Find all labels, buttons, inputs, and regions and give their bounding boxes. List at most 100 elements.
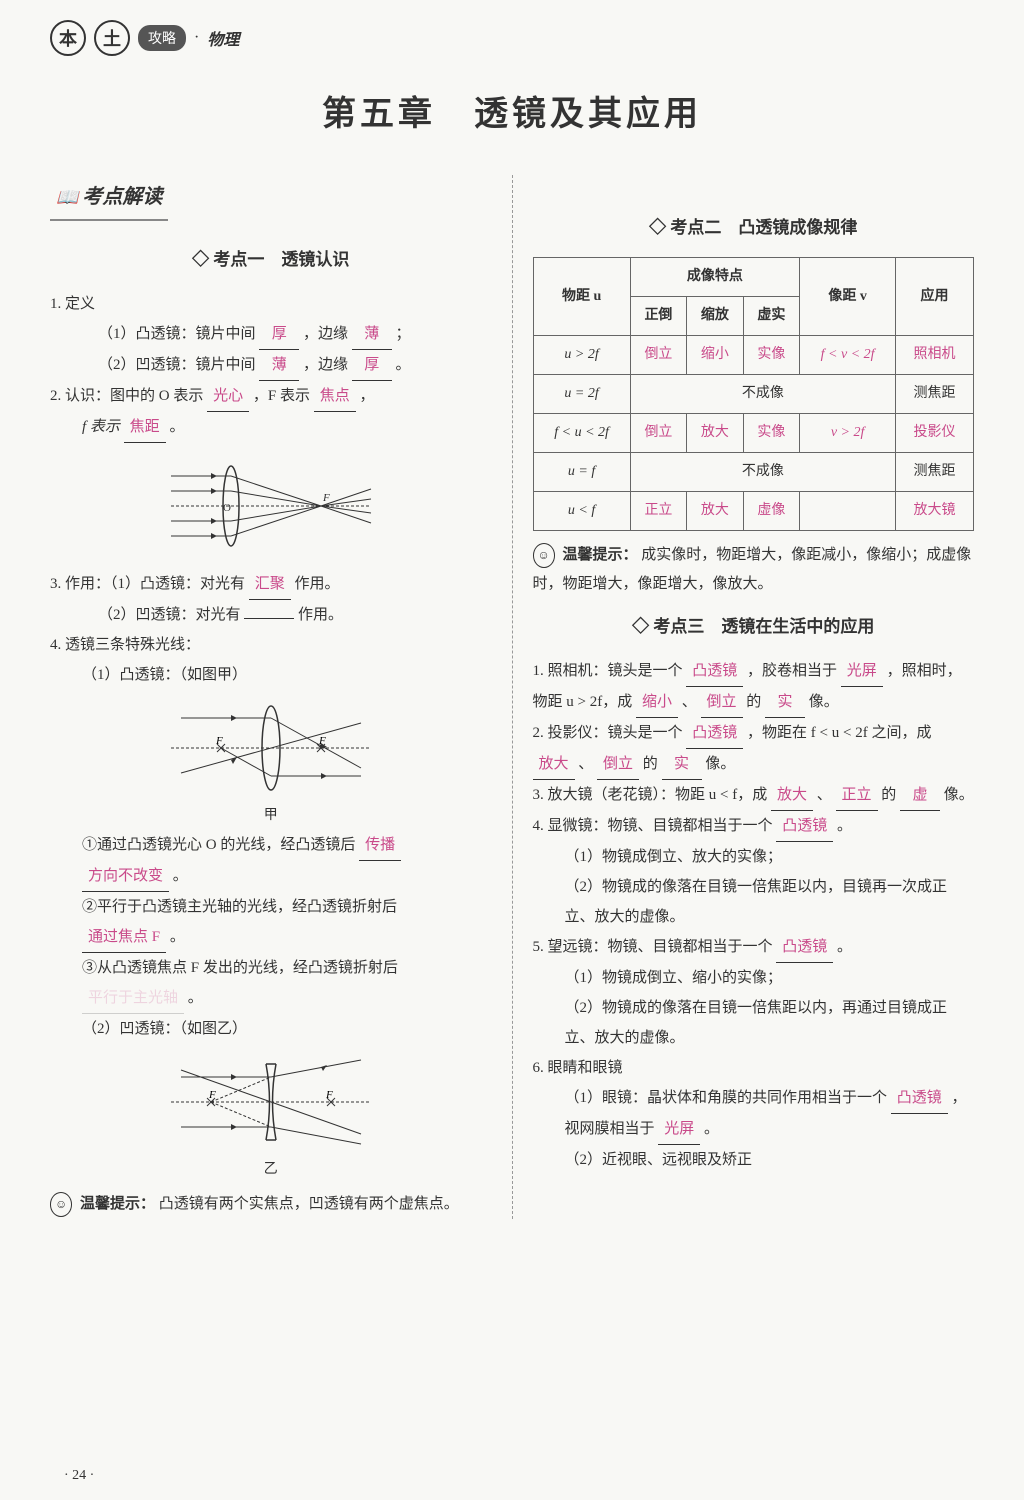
th: 正倒 (630, 297, 686, 336)
logo-char-2: 土 (94, 20, 130, 56)
answer-blank: 光屏 (841, 656, 883, 687)
td (800, 492, 896, 531)
td: 正立 (630, 492, 686, 531)
table-row: u > 2f 倒立 缩小 实像 f < v < 2f 照相机 (533, 336, 974, 375)
table-row: u = 2f 不成像 测焦距 (533, 375, 974, 414)
text: 作用。 (295, 576, 340, 592)
th: 缩放 (687, 297, 743, 336)
answer-blank: 放大 (771, 780, 813, 811)
p3-4: 4. 显微镜：物镜、目镜都相当于一个 凸透镜 。 (533, 811, 975, 842)
td: 实像 (743, 414, 799, 453)
item-4: 4. 透镜三条特殊光线： (50, 630, 492, 660)
text: 3. 放大镜（老花镜）：物距 u < f，成 (533, 787, 768, 803)
td: 缩小 (687, 336, 743, 375)
answer-blank: 通过焦点 F (82, 922, 166, 953)
text: 的 (746, 694, 761, 710)
answer-blank: 光屏 (658, 1114, 700, 1145)
logo-badge: 攻略 (138, 25, 186, 51)
answer-blank: 实 (765, 687, 805, 718)
text: ，边缘 (303, 326, 348, 342)
point2-title: ◇ 考点二 凸透镜成像规律 (533, 211, 975, 245)
answer-blank: 缩小 (636, 687, 678, 718)
item-1: 1. 定义 (50, 289, 492, 319)
td: 倒立 (630, 414, 686, 453)
text: （1）凸透镜：镜片中间 (98, 326, 256, 342)
text: ，边缘 (303, 357, 348, 373)
text: ，胶卷相当于 (747, 663, 837, 679)
answer-blank-empty (244, 618, 294, 619)
answer-blank: 薄 (352, 319, 392, 350)
answer-blank: 倒立 (701, 687, 743, 718)
text: 作用。 (298, 607, 343, 623)
tip-label: 温馨提示： (563, 547, 638, 563)
two-column-layout: 考点解读 ◇ 考点一 透镜认识 1. 定义 （1）凸透镜：镜片中间 厚 ，边缘 … (50, 175, 974, 1219)
dot-separator: · (194, 29, 199, 47)
text: ； (396, 326, 411, 342)
td: 放大 (687, 414, 743, 453)
text: ，F 表示 (253, 388, 310, 404)
text: 的 (643, 756, 658, 772)
tip-1: ☺ 温馨提示： 凸透镜有两个实焦点，凹透镜有两个虚焦点。 (50, 1190, 492, 1219)
caption-yi: 乙 (50, 1156, 492, 1184)
text: 3. 作用：（1）凸透镜：对光有 (50, 576, 245, 592)
left-column: 考点解读 ◇ 考点一 透镜认识 1. 定义 （1）凸透镜：镜片中间 厚 ，边缘 … (50, 175, 492, 1219)
text: ②平行于凸透镜主光轴的光线，经凸透镜折射后 (82, 899, 397, 915)
diagram-concave-rays: F F (50, 1052, 492, 1152)
text: ， (359, 388, 374, 404)
imaging-rule-table: 物距 u 成像特点 像距 v 应用 正倒 缩放 虚实 u > 2f 倒立 缩小 … (533, 257, 975, 531)
text: 2. 投影仪：镜头是一个 (533, 725, 683, 741)
table-row: f < u < 2f 倒立 放大 实像 v > 2f 投影仪 (533, 414, 974, 453)
text: （2）凹透镜：镜片中间 (98, 357, 256, 373)
answer-blank: 凸透镜 (686, 656, 743, 687)
table-row: u < f 正立 放大 虚像 放大镜 (533, 492, 974, 531)
tip-icon: ☺ (50, 1192, 72, 1217)
answer-blank: 实 (662, 749, 702, 780)
text: f 表示 (82, 419, 120, 435)
caption-jia: 甲 (50, 802, 492, 830)
td: 不成像 (630, 453, 895, 492)
p3-6-s1: （1）眼镜：晶状体和角膜的共同作用相当于一个 凸透镜 ，视网膜相当于 光屏 。 (533, 1083, 975, 1145)
th-v: 像距 v (800, 258, 896, 336)
rule-3: ③从凸透镜焦点 F 发出的光线，经凸透镜折射后 (50, 953, 492, 983)
text: 、 (682, 694, 697, 710)
answer-blank: 虚 (900, 780, 940, 811)
answer-blank: 方向不改变 (82, 861, 169, 892)
p3-5-s2: （2）物镜成的像落在目镜一倍焦距以内，再通过目镜成正立、放大的虚像。 (533, 993, 975, 1053)
diagram-convex-rays: O F (50, 451, 492, 561)
item-2: 2. 认识：图中的 O 表示 光心 ，F 表示 焦点 ， (50, 381, 492, 412)
answer-blank: 薄 (259, 350, 299, 381)
answer-blank: 放大 (533, 749, 575, 780)
text: 2. 认识：图中的 O 表示 (50, 388, 203, 404)
answer-blank: 焦距 (124, 412, 166, 443)
text: 的 (881, 787, 896, 803)
rule-3b: 平行于主光轴 。 (50, 983, 492, 1014)
table-row: u = f 不成像 测焦距 (533, 453, 974, 492)
text: （1）眼镜：晶状体和角膜的共同作用相当于一个 (565, 1090, 888, 1106)
answer-blank: 光心 (207, 381, 249, 412)
svg-text:F: F (325, 1089, 333, 1101)
th-u: 物距 u (533, 258, 630, 336)
answer-blank: 传播 (359, 830, 401, 861)
item-4-2: （2）凹透镜：（如图乙） (50, 1014, 492, 1044)
th-feature: 成像特点 (630, 258, 799, 297)
p3-6-s2: （2）近视眼、远视眼及矫正 (533, 1145, 975, 1175)
td: f < v < 2f (800, 336, 896, 375)
text: 。 (188, 990, 203, 1006)
item-4-1: （1）凸透镜：（如图甲） (50, 660, 492, 690)
td: v > 2f (800, 414, 896, 453)
svg-text:O: O (223, 502, 231, 514)
td: 实像 (743, 336, 799, 375)
logo-char-1: 本 (50, 20, 86, 56)
answer-blank: 凸透镜 (686, 718, 743, 749)
answer-blank: 厚 (352, 350, 392, 381)
td: u = 2f (533, 375, 630, 414)
td: u < f (533, 492, 630, 531)
chapter-title: 第五章 透镜及其应用 (50, 86, 974, 135)
p3-4-s2: （2）物镜成的像落在目镜一倍焦距以内，目镜再一次成正立、放大的虚像。 (533, 872, 975, 932)
text: 。 (396, 357, 411, 373)
answer-blank: 平行于主光轴 (82, 983, 184, 1014)
text: 像。 (944, 787, 974, 803)
p3-6: 6. 眼睛和眼镜 (533, 1053, 975, 1083)
column-divider (512, 175, 513, 1219)
text: 。 (704, 1121, 719, 1137)
